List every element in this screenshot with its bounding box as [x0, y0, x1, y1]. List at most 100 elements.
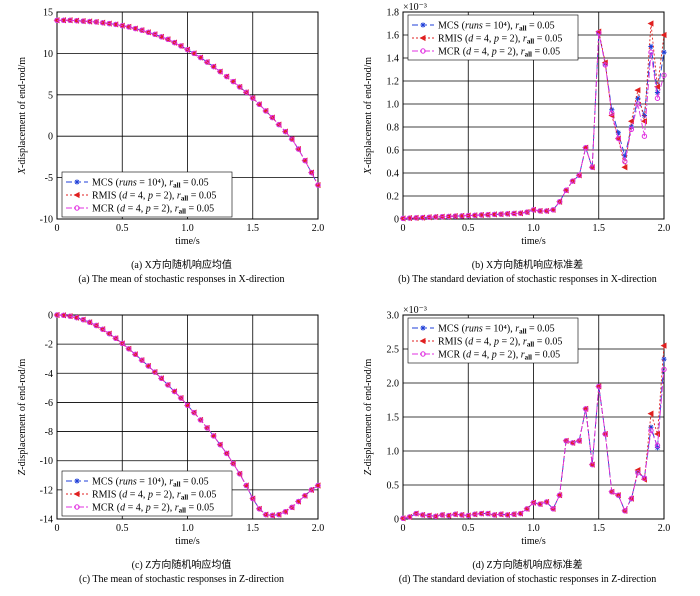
y-tick-label: -10 [40, 215, 53, 226]
data-point [504, 211, 511, 217]
data-point [556, 199, 563, 205]
data-point [478, 212, 484, 218]
data-point [210, 63, 217, 70]
data-point [550, 207, 556, 213]
data-point [263, 108, 269, 114]
legend-marker [73, 490, 80, 498]
legend-marker [419, 34, 426, 42]
data-point [537, 208, 543, 214]
data-point [634, 87, 641, 94]
data-point [524, 506, 530, 512]
data-point [86, 18, 93, 25]
data-point [498, 211, 504, 217]
data-point [54, 312, 60, 318]
data-point [60, 312, 67, 318]
data-point [647, 410, 654, 417]
y-tick-label: 3.0 [387, 311, 400, 322]
y-tick-label: 0.2 [387, 192, 400, 203]
legend-marker [74, 205, 80, 211]
data-point [660, 342, 667, 349]
legend-marker [74, 504, 80, 510]
data-point [295, 146, 302, 152]
data-point [576, 172, 582, 179]
data-point [73, 17, 80, 24]
panel-a: 0 0.5 1.0 1.5 2.0 -10 -5 0 5 10 15 time/s X-displace… [17, 8, 324, 286]
data-point [622, 508, 628, 514]
data-point [413, 510, 419, 517]
data-point [661, 356, 667, 362]
caption-cn: (b) X方向随机响应标准差 [472, 258, 583, 271]
x-tick-label: 1.5 [247, 223, 260, 234]
data-point [661, 72, 667, 78]
data-point [654, 89, 661, 96]
x-tick-label: 0 [401, 223, 406, 234]
data-point [230, 78, 236, 85]
data-point [478, 510, 484, 517]
y-tick-label: 0.8 [387, 123, 400, 134]
data-point [504, 512, 511, 518]
data-point [622, 153, 628, 159]
legend-label: MCS (runs = 10⁴), rall = 0.05 [438, 21, 555, 33]
y-tick-label: 0 [48, 132, 53, 143]
panel-c: 0 0.5 1.0 1.5 2.0 -14 -12 -10 -8 -6 -4 -2 0 time/s Z-d… [17, 311, 324, 586]
data-point [621, 164, 628, 171]
data-point [439, 512, 445, 518]
data-point [152, 31, 158, 38]
data-point [550, 506, 556, 512]
y-tick-label: 0.4 [387, 169, 400, 180]
data-point [302, 492, 308, 499]
data-point [165, 36, 171, 43]
data-point [511, 511, 517, 517]
data-point [197, 54, 204, 61]
data-point [472, 511, 478, 517]
data-point [556, 492, 563, 498]
data-point [660, 31, 667, 39]
data-point [132, 351, 139, 358]
data-point [269, 114, 276, 121]
data-point [139, 357, 145, 363]
data-point [119, 22, 125, 29]
data-point [315, 182, 321, 188]
y-tick-label: 0 [48, 311, 53, 322]
data-point [641, 475, 648, 481]
data-point [204, 59, 210, 65]
data-point [602, 62, 608, 68]
data-point [648, 424, 654, 430]
data-point [400, 515, 406, 522]
data-point [289, 136, 295, 142]
data-point [276, 121, 282, 128]
data-point [171, 39, 178, 46]
y-tick-label: 10 [43, 49, 53, 60]
data-point [171, 388, 178, 395]
data-point [439, 214, 445, 220]
x-tick-label: 2.0 [312, 223, 325, 234]
legend-box [61, 470, 233, 517]
data-point [628, 126, 635, 133]
data-point [419, 214, 426, 221]
data-point [485, 212, 491, 218]
data-point [269, 512, 276, 519]
data-point [635, 95, 641, 101]
data-point [119, 340, 125, 347]
data-point [491, 512, 498, 518]
data-point [654, 442, 661, 449]
data-point [543, 499, 550, 505]
data-point [223, 450, 230, 457]
y-tick-label: 1.4 [387, 54, 400, 65]
x-tick-label: 1.5 [247, 523, 260, 534]
data-point [517, 210, 524, 216]
axis-scale-note: ×10⁻³ [403, 305, 427, 316]
data-point [609, 110, 615, 116]
data-point [648, 427, 654, 434]
data-point [641, 133, 648, 139]
data-point [99, 20, 106, 26]
data-point [86, 319, 93, 325]
data-point [485, 510, 491, 517]
data-point [498, 511, 504, 517]
data-point [602, 431, 608, 437]
data-point [622, 158, 628, 165]
legend-marker [420, 48, 426, 54]
